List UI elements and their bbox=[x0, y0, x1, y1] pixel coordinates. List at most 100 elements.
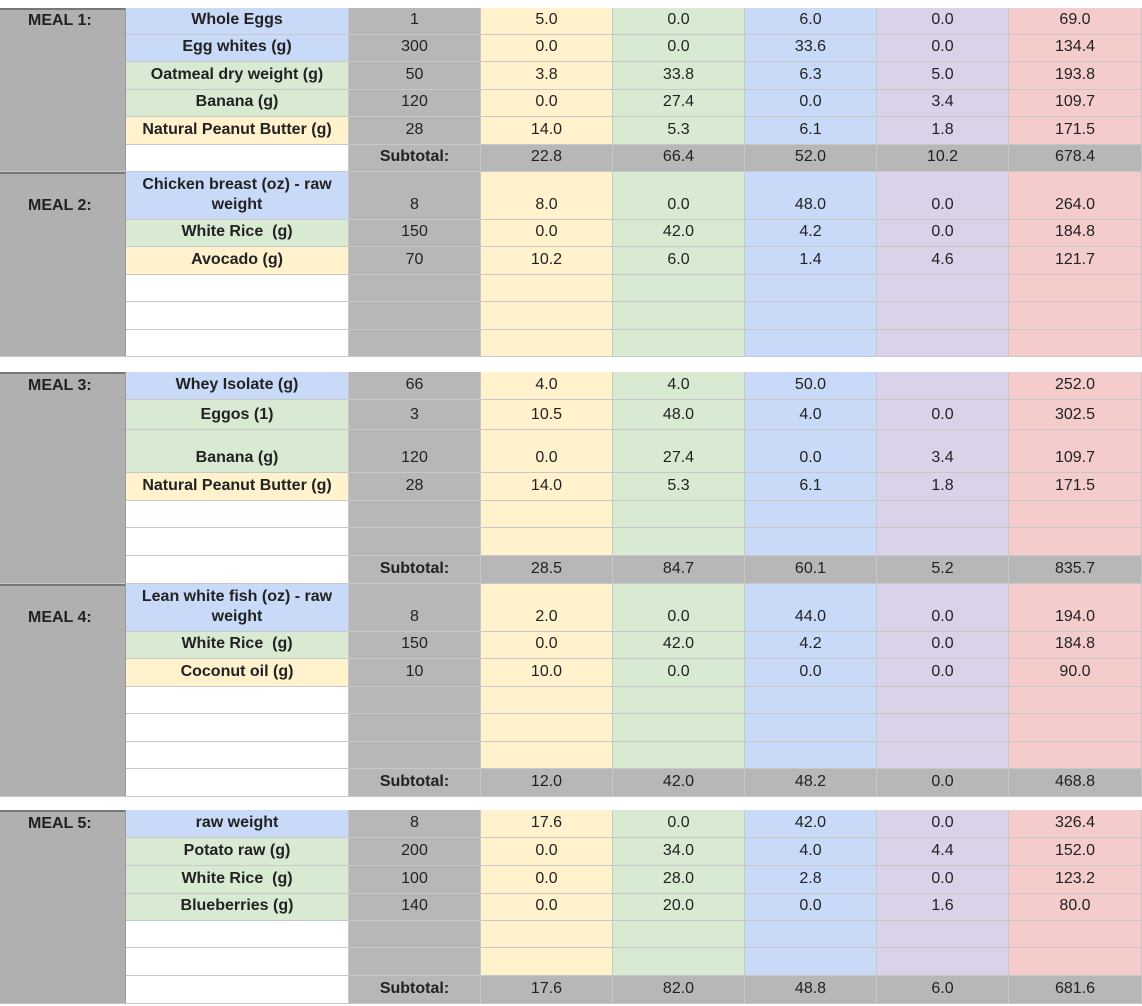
nutrient-value: 10.2 bbox=[481, 247, 613, 275]
nutrient-value: 5.0 bbox=[481, 8, 613, 35]
food-name: Whole Eggs bbox=[126, 8, 349, 35]
nutrient-value: 90.0 bbox=[1009, 659, 1142, 687]
nutrient-value: 121.7 bbox=[1009, 247, 1142, 275]
empty-food bbox=[126, 330, 349, 357]
quantity: 66 bbox=[349, 372, 481, 400]
nutrient-value: 302.5 bbox=[1009, 400, 1142, 430]
empty-value bbox=[481, 501, 613, 528]
food-name: Natural Peanut Butter (g) bbox=[126, 117, 349, 145]
nutrient-value: 0.0 bbox=[877, 400, 1009, 430]
nutrient-value: 10.0 bbox=[481, 659, 613, 687]
empty-value bbox=[613, 528, 745, 556]
nutrient-value: 0.0 bbox=[481, 430, 613, 473]
empty-value bbox=[1009, 921, 1142, 948]
empty-value bbox=[481, 948, 613, 976]
nutrient-value: 33.8 bbox=[613, 62, 745, 90]
empty-value bbox=[481, 275, 613, 302]
empty-qty bbox=[349, 948, 481, 976]
nutrient-value: 0.0 bbox=[613, 8, 745, 35]
nutrient-value: 8.0 bbox=[481, 172, 613, 220]
subtotal-value: 84.7 bbox=[613, 556, 745, 584]
nutrient-value: 152.0 bbox=[1009, 838, 1142, 866]
empty-value bbox=[481, 921, 613, 948]
quantity: 300 bbox=[349, 35, 481, 62]
empty-value bbox=[481, 528, 613, 556]
nutrient-value: 4.0 bbox=[745, 400, 877, 430]
empty-value bbox=[481, 714, 613, 742]
nutrient-value: 326.4 bbox=[1009, 810, 1142, 838]
nutrient-value: 14.0 bbox=[481, 473, 613, 501]
subtotal-value: 678.4 bbox=[1009, 145, 1142, 172]
nutrient-value: 1.8 bbox=[877, 117, 1009, 145]
nutrient-value: 0.0 bbox=[877, 584, 1009, 632]
empty-value bbox=[745, 687, 877, 714]
empty-value bbox=[877, 714, 1009, 742]
nutrient-value: 4.2 bbox=[745, 220, 877, 247]
subtotal-value: 66.4 bbox=[613, 145, 745, 172]
empty-value bbox=[1009, 501, 1142, 528]
empty-value bbox=[745, 275, 877, 302]
meal-label: MEAL 1: bbox=[0, 8, 126, 35]
subtotal-label: Subtotal: bbox=[349, 145, 481, 172]
nutrient-value: 264.0 bbox=[1009, 172, 1142, 220]
empty-value bbox=[877, 330, 1009, 357]
quantity: 120 bbox=[349, 430, 481, 473]
empty-value bbox=[745, 528, 877, 556]
quantity: 8 bbox=[349, 172, 481, 220]
nutrient-value: 0.0 bbox=[613, 35, 745, 62]
nutrient-value: 6.1 bbox=[745, 117, 877, 145]
meal-label: MEAL 5: bbox=[0, 810, 126, 838]
nutrient-value: 2.8 bbox=[745, 866, 877, 894]
nutrient-value: 134.4 bbox=[1009, 35, 1142, 62]
subtotal-value: 48.2 bbox=[745, 769, 877, 797]
subtotal-value: 6.0 bbox=[877, 976, 1009, 1004]
subtotal-value: 60.1 bbox=[745, 556, 877, 584]
subtotal-value: 28.5 bbox=[481, 556, 613, 584]
nutrient-value: 33.6 bbox=[745, 35, 877, 62]
empty-value bbox=[745, 302, 877, 330]
meal-label: MEAL 2: bbox=[0, 172, 126, 220]
nutrient-value: 10.5 bbox=[481, 400, 613, 430]
nutrient-value: 44.0 bbox=[745, 584, 877, 632]
nutrient-value: 184.8 bbox=[1009, 632, 1142, 659]
quantity: 150 bbox=[349, 632, 481, 659]
nutrient-value: 42.0 bbox=[745, 810, 877, 838]
subtotal-value: 12.0 bbox=[481, 769, 613, 797]
empty-qty bbox=[349, 501, 481, 528]
quantity: 10 bbox=[349, 659, 481, 687]
empty-value bbox=[1009, 302, 1142, 330]
quantity: 50 bbox=[349, 62, 481, 90]
nutrient-value: 42.0 bbox=[613, 220, 745, 247]
empty-food bbox=[126, 145, 349, 172]
quantity: 28 bbox=[349, 117, 481, 145]
nutrient-value: 0.0 bbox=[613, 810, 745, 838]
empty-qty bbox=[349, 742, 481, 769]
nutrient-value: 4.4 bbox=[877, 838, 1009, 866]
subtotal-value: 82.0 bbox=[613, 976, 745, 1004]
quantity: 8 bbox=[349, 584, 481, 632]
nutrient-value: 28.0 bbox=[613, 866, 745, 894]
nutrient-value: 0.0 bbox=[877, 810, 1009, 838]
subtotal-value: 22.8 bbox=[481, 145, 613, 172]
empty-value bbox=[1009, 528, 1142, 556]
empty-food bbox=[126, 742, 349, 769]
subtotal-value: 468.8 bbox=[1009, 769, 1142, 797]
nutrient-value: 3.4 bbox=[877, 430, 1009, 473]
empty-value bbox=[1009, 275, 1142, 302]
empty-qty bbox=[349, 921, 481, 948]
empty-value bbox=[613, 275, 745, 302]
food-name: Coconut oil (g) bbox=[126, 659, 349, 687]
subtotal-value: 48.8 bbox=[745, 976, 877, 1004]
nutrient-value: 2.0 bbox=[481, 584, 613, 632]
meal-label-column bbox=[0, 172, 126, 357]
meal-label-column bbox=[0, 810, 126, 1004]
empty-value bbox=[877, 275, 1009, 302]
empty-qty bbox=[349, 714, 481, 742]
subtotal-label: Subtotal: bbox=[349, 976, 481, 1004]
nutrient-value: 1.8 bbox=[877, 473, 1009, 501]
empty-value bbox=[481, 687, 613, 714]
empty-qty bbox=[349, 302, 481, 330]
nutrient-value: 4.6 bbox=[877, 247, 1009, 275]
empty-food bbox=[126, 556, 349, 584]
nutrient-value: 184.8 bbox=[1009, 220, 1142, 247]
